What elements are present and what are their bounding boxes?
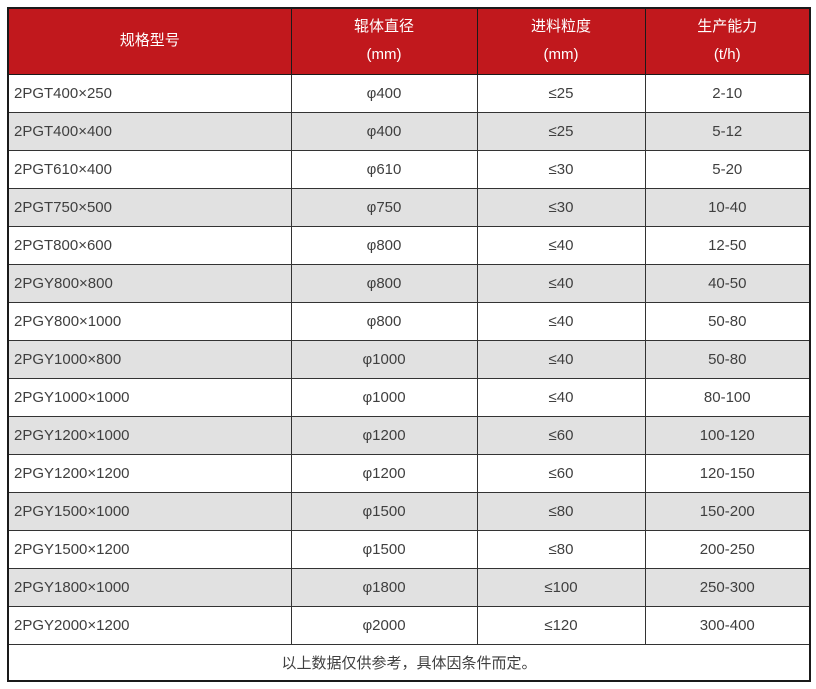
cell-capacity: 120-150: [644, 453, 811, 493]
cell-model: 2PGT610×400: [7, 149, 292, 189]
cell-roller-diameter: φ800: [290, 301, 478, 341]
col-header-capacity: 生产能力 (t/h): [644, 7, 811, 75]
cell-roller-diameter: φ1000: [290, 377, 478, 417]
cell-model: 2PGT400×250: [7, 73, 292, 113]
cell-capacity: 300-400: [644, 605, 811, 645]
cell-model: 2PGY2000×1200: [7, 605, 292, 645]
col-header-roller-diameter: 辊体直径 (mm): [290, 7, 478, 75]
cell-feed-size: ≤40: [476, 263, 646, 303]
cell-model: 2PGT750×500: [7, 187, 292, 227]
cell-capacity: 100-120: [644, 415, 811, 455]
cell-capacity: 50-80: [644, 301, 811, 341]
col-header-roller-diameter-label: 辊体直径: [353, 18, 414, 36]
cell-feed-size: ≤25: [476, 111, 646, 151]
col-header-model-label: 规格型号: [119, 32, 180, 50]
cell-capacity: 50-80: [644, 339, 811, 379]
cell-capacity: 10-40: [644, 187, 811, 227]
cell-model: 2PGY1000×800: [7, 339, 292, 379]
cell-capacity: 80-100: [644, 377, 811, 417]
col-header-capacity-label: 生产能力: [697, 18, 758, 36]
cell-model: 2PGY1000×1000: [7, 377, 292, 417]
cell-model: 2PGY1800×1000: [7, 567, 292, 607]
cell-feed-size: ≤30: [476, 187, 646, 227]
table-row: 2PGY800×800 φ800 ≤40 40-50: [7, 263, 811, 303]
cell-roller-diameter: φ800: [290, 263, 478, 303]
cell-roller-diameter: φ610: [290, 149, 478, 189]
table-row: 2PGT750×500 φ750 ≤30 10-40: [7, 187, 811, 227]
spec-table: 规格型号 辊体直径 (mm) 进料粒度 (mm) 生产能力 (t/h) 2PGT…: [7, 7, 811, 682]
cell-roller-diameter: φ1800: [290, 567, 478, 607]
cell-capacity: 5-20: [644, 149, 811, 189]
col-header-roller-diameter-unit: (mm): [366, 46, 402, 64]
cell-roller-diameter: φ1000: [290, 339, 478, 379]
col-header-feed-size-label: 进料粒度: [530, 18, 591, 36]
cell-feed-size: ≤30: [476, 149, 646, 189]
cell-roller-diameter: φ750: [290, 187, 478, 227]
cell-model: 2PGY1200×1000: [7, 415, 292, 455]
cell-model: 2PGY800×800: [7, 263, 292, 303]
col-header-capacity-unit: (t/h): [713, 46, 741, 64]
footer-note: 以上数据仅供参考，具体因条件而定。: [7, 643, 811, 682]
table-row: 2PGY1000×800 φ1000 ≤40 50-80: [7, 339, 811, 379]
cell-feed-size: ≤25: [476, 73, 646, 113]
table-row: 2PGY800×1000 φ800 ≤40 50-80: [7, 301, 811, 341]
cell-roller-diameter: φ400: [290, 73, 478, 113]
cell-model: 2PGT800×600: [7, 225, 292, 265]
cell-feed-size: ≤100: [476, 567, 646, 607]
cell-feed-size: ≤40: [476, 225, 646, 265]
header-row: 规格型号 辊体直径 (mm) 进料粒度 (mm) 生产能力 (t/h): [7, 7, 811, 75]
cell-roller-diameter: φ1500: [290, 491, 478, 531]
cell-model: 2PGT400×400: [7, 111, 292, 151]
table-row: 2PGY1000×1000 φ1000 ≤40 80-100: [7, 377, 811, 417]
table-row: 2PGT400×250 φ400 ≤25 2-10: [7, 73, 811, 113]
cell-feed-size: ≤80: [476, 491, 646, 531]
cell-feed-size: ≤40: [476, 301, 646, 341]
cell-capacity: 2-10: [644, 73, 811, 113]
cell-model: 2PGY800×1000: [7, 301, 292, 341]
cell-model: 2PGY1500×1000: [7, 491, 292, 531]
cell-capacity: 5-12: [644, 111, 811, 151]
cell-feed-size: ≤40: [476, 339, 646, 379]
cell-model: 2PGY1200×1200: [7, 453, 292, 493]
table-row: 2PGT400×400 φ400 ≤25 5-12: [7, 111, 811, 151]
cell-capacity: 150-200: [644, 491, 811, 531]
cell-roller-diameter: φ1200: [290, 453, 478, 493]
col-header-feed-size-unit: (mm): [543, 46, 579, 64]
cell-roller-diameter: φ1500: [290, 529, 478, 569]
table-row: 2PGY1500×1000 φ1500 ≤80 150-200: [7, 491, 811, 531]
table-row: 2PGT800×600 φ800 ≤40 12-50: [7, 225, 811, 265]
cell-roller-diameter: φ400: [290, 111, 478, 151]
cell-feed-size: ≤80: [476, 529, 646, 569]
cell-feed-size: ≤120: [476, 605, 646, 645]
table-row: 2PGY2000×1200 φ2000 ≤120 300-400: [7, 605, 811, 645]
cell-feed-size: ≤40: [476, 377, 646, 417]
cell-roller-diameter: φ2000: [290, 605, 478, 645]
cell-capacity: 250-300: [644, 567, 811, 607]
col-header-model: 规格型号: [7, 7, 292, 75]
table-row: 2PGY1800×1000 φ1800 ≤100 250-300: [7, 567, 811, 607]
table-row: 2PGY1200×1200 φ1200 ≤60 120-150: [7, 453, 811, 493]
cell-capacity: 40-50: [644, 263, 811, 303]
cell-model: 2PGY1500×1200: [7, 529, 292, 569]
table-row: 2PGT610×400 φ610 ≤30 5-20: [7, 149, 811, 189]
cell-capacity: 12-50: [644, 225, 811, 265]
cell-roller-diameter: φ800: [290, 225, 478, 265]
col-header-feed-size: 进料粒度 (mm): [476, 7, 646, 75]
cell-feed-size: ≤60: [476, 453, 646, 493]
table-row: 2PGY1500×1200 φ1500 ≤80 200-250: [7, 529, 811, 569]
footer-note-row: 以上数据仅供参考，具体因条件而定。: [7, 643, 811, 682]
cell-roller-diameter: φ1200: [290, 415, 478, 455]
cell-capacity: 200-250: [644, 529, 811, 569]
table-row: 2PGY1200×1000 φ1200 ≤60 100-120: [7, 415, 811, 455]
cell-feed-size: ≤60: [476, 415, 646, 455]
